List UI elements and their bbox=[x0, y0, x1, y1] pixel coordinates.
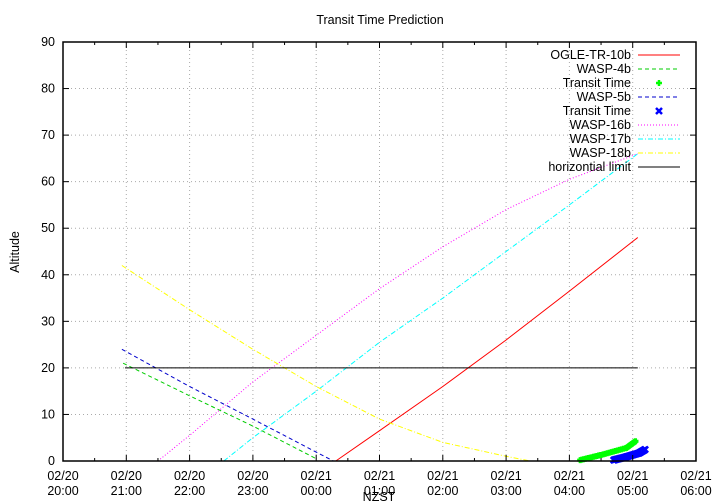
legend-label: horizontial limit bbox=[548, 160, 631, 174]
series-line-wasp-17b bbox=[223, 153, 639, 462]
y-tick-label: 0 bbox=[48, 454, 55, 468]
x-tick-date: 02/20 bbox=[237, 469, 268, 483]
x-tick-time: 06:00 bbox=[680, 484, 711, 498]
legend-plus-icon bbox=[656, 80, 662, 86]
legend-label: WASP-17b bbox=[570, 132, 631, 146]
legend-x-icon bbox=[655, 107, 663, 115]
y-tick-label: 40 bbox=[41, 268, 55, 282]
x-tick-date: 02/21 bbox=[427, 469, 458, 483]
series-layer bbox=[121, 153, 649, 464]
x-tick-time: 00:00 bbox=[301, 484, 332, 498]
series-line-wasp-18b bbox=[121, 265, 531, 462]
x-tick-date: 02/21 bbox=[490, 469, 521, 483]
axes: 010203040506070809002/2020:0002/2021:000… bbox=[41, 35, 712, 498]
x-axis-label: NZST bbox=[363, 490, 396, 504]
legend-label: WASP-4b bbox=[577, 62, 631, 76]
legend-label: WASP-18b bbox=[570, 146, 631, 160]
x-tick-time: 23:00 bbox=[237, 484, 268, 498]
x-tick-date: 02/21 bbox=[301, 469, 332, 483]
y-tick-label: 20 bbox=[41, 361, 55, 375]
x-tick-date: 02/21 bbox=[680, 469, 711, 483]
x-tick-time: 22:00 bbox=[174, 484, 205, 498]
series-line-wasp-5b bbox=[121, 348, 334, 462]
legend-label: Transit Time bbox=[563, 104, 631, 118]
legend-label: OGLE-TR-10b bbox=[550, 48, 631, 62]
x-tick-date: 02/20 bbox=[47, 469, 78, 483]
y-tick-label: 60 bbox=[41, 175, 55, 189]
chart-title: Transit Time Prediction bbox=[316, 13, 443, 27]
y-tick-label: 90 bbox=[41, 35, 55, 49]
x-tick-date: 02/20 bbox=[111, 469, 142, 483]
series-line-ogle-tr-10b bbox=[335, 237, 639, 462]
y-axis-label: Altitude bbox=[8, 231, 22, 273]
x-tick-time: 21:00 bbox=[111, 484, 142, 498]
y-tick-label: 70 bbox=[41, 128, 55, 142]
x-tick-date: 02/21 bbox=[364, 469, 395, 483]
y-tick-label: 30 bbox=[41, 314, 55, 328]
x-tick-time: 05:00 bbox=[617, 484, 648, 498]
series-line-wasp-16b bbox=[157, 153, 638, 462]
y-tick-label: 50 bbox=[41, 221, 55, 235]
legend-label: WASP-16b bbox=[570, 118, 631, 132]
x-tick-time: 20:00 bbox=[47, 484, 78, 498]
legend-label: Transit Time bbox=[563, 76, 631, 90]
y-tick-label: 10 bbox=[41, 407, 55, 421]
x-tick-date: 02/20 bbox=[174, 469, 205, 483]
y-tick-label: 80 bbox=[41, 82, 55, 96]
x-tick-date: 02/21 bbox=[554, 469, 585, 483]
x-tick-time: 03:00 bbox=[490, 484, 521, 498]
x-tick-date: 02/21 bbox=[617, 469, 648, 483]
x-tick-time: 01:00 bbox=[364, 484, 395, 498]
x-tick-time: 02:00 bbox=[427, 484, 458, 498]
legend-label: WASP-5b bbox=[577, 90, 631, 104]
x-tick-time: 04:00 bbox=[554, 484, 585, 498]
series-line-wasp-4b bbox=[122, 362, 317, 460]
